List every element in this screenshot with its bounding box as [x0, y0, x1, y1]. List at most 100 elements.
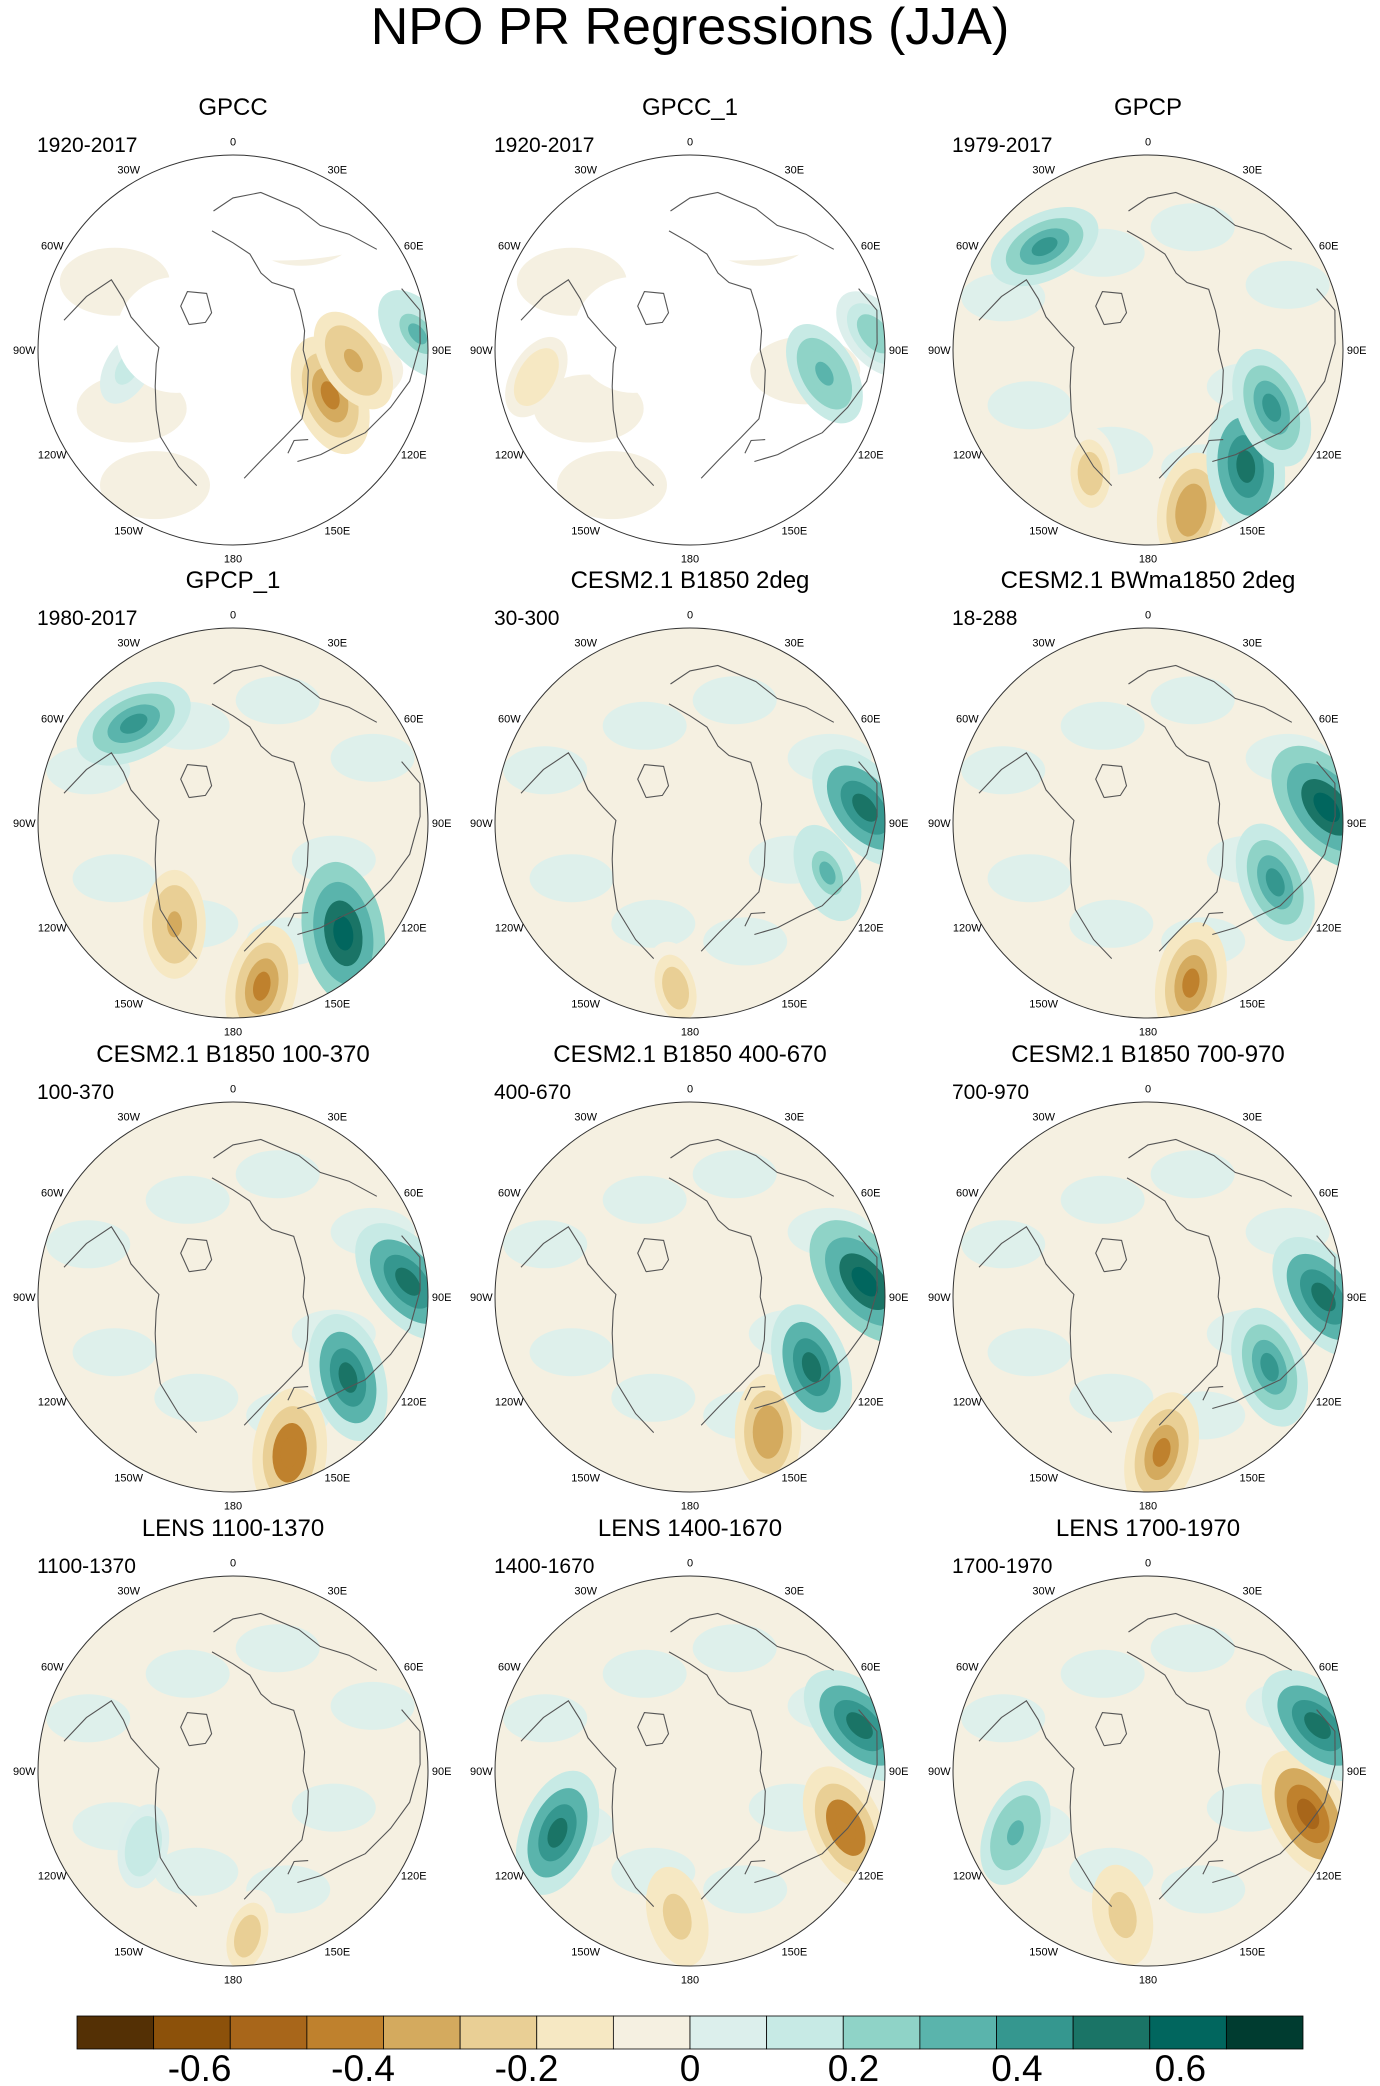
anomaly-south-asia-wet [812, 749, 885, 867]
lon-label: 30W [1032, 164, 1055, 176]
map-field [46, 1612, 421, 1966]
lon-label: 120E [858, 1396, 884, 1408]
coastline [1212, 1709, 1336, 1884]
lon-label: 90E [889, 1766, 909, 1778]
anomaly-west-coast-wet [980, 1780, 1051, 1885]
colorbar-tick-label: 0 [680, 2048, 701, 2086]
panel-period: 30-300 [494, 607, 559, 630]
panel-period: 1920-2017 [494, 134, 594, 157]
lon-label: 180 [681, 554, 699, 566]
lon-label: 150W [114, 1473, 143, 1485]
background-blob [611, 1373, 696, 1422]
background-blob [72, 854, 157, 903]
lon-label: 0 [687, 1083, 693, 1095]
lon-label: 30W [117, 637, 140, 649]
contour-level [166, 911, 183, 938]
panel-5: CESM2.1 B1850 2deg 30-300 180 150E 120E 90E 60… [470, 567, 908, 1039]
lon-label: 90W [470, 818, 493, 830]
coastline [1128, 191, 1293, 250]
lon-label: 120W [495, 1396, 524, 1408]
map-border [952, 154, 1344, 546]
lon-label: 180 [1139, 1975, 1157, 1987]
lon-label: 0 [230, 136, 236, 148]
coastline [744, 1860, 766, 1875]
lon-label: 180 [224, 554, 242, 566]
colorbar-swatch [536, 2015, 614, 2050]
coastline [520, 752, 655, 959]
lon-label: 180 [1139, 1501, 1157, 1513]
coastline [1128, 1612, 1293, 1671]
anomaly-west-coast-wet [515, 1770, 600, 1895]
background-blob [330, 1681, 415, 1730]
lon-label: 120W [953, 1870, 982, 1882]
map-disk [953, 1576, 1343, 1966]
lon-label: 120E [1316, 1870, 1342, 1882]
background-blob [46, 1220, 131, 1269]
colorbar-swatch [919, 2015, 997, 2050]
coastline [63, 279, 198, 486]
background-blob [145, 1175, 230, 1224]
colorbar-swatch [153, 2015, 231, 2050]
anomaly-china-wet [785, 323, 863, 424]
panel-title: CESM2.1 B1850 700-970 [1011, 1041, 1285, 1068]
coastline [211, 1177, 309, 1426]
coastline [1095, 1238, 1128, 1273]
lon-label: 120E [401, 1396, 427, 1408]
lon-label: 90E [432, 1292, 452, 1304]
lon-label: 30W [1032, 1111, 1055, 1123]
lon-label: 0 [230, 609, 236, 621]
lon-label: 30E [1243, 637, 1263, 649]
contour-level [320, 381, 340, 410]
lon-label: 60E [1319, 714, 1339, 726]
coastline [180, 1712, 213, 1747]
lon-label: 0 [1145, 609, 1151, 621]
lon-label: 120W [38, 922, 67, 934]
coastline [1202, 912, 1224, 927]
panel-title: GPCC [198, 94, 267, 121]
lon-label: 120W [38, 1396, 67, 1408]
background-blob [330, 733, 415, 782]
lon-label: 120W [495, 1870, 524, 1882]
anomaly-south-asia-wet [1271, 745, 1343, 869]
lon-label: 60W [956, 241, 979, 253]
lon-label: 120W [38, 1870, 67, 1882]
lon-label: 120E [858, 449, 884, 461]
map-field [503, 1138, 885, 1491]
lon-label: 30W [1032, 1585, 1055, 1597]
coastline [1212, 288, 1336, 463]
colorbar-tick-label: -0.4 [331, 2048, 395, 2086]
background-blob [1150, 676, 1235, 725]
coastline [637, 1712, 670, 1747]
coastline [978, 279, 1113, 486]
contour-level [846, 1712, 873, 1739]
background-blob [1060, 701, 1145, 750]
lon-label: 60E [404, 1188, 424, 1200]
contour-level [1313, 792, 1340, 823]
lon-label: 90E [432, 818, 452, 830]
colorbar-swatch [229, 2015, 308, 2050]
colorbar-swatch [842, 2015, 921, 2050]
coastline [213, 191, 378, 250]
map-field [46, 664, 421, 1018]
coastline [668, 703, 766, 952]
map-disk [495, 1576, 885, 1966]
contour-level [801, 1352, 822, 1383]
coastline [1212, 761, 1336, 936]
coastline [637, 764, 670, 799]
map-disk [953, 628, 1343, 1018]
figure-title: NPO PR Regressions (JJA) [371, 0, 1010, 56]
lon-label: 30W [574, 1111, 597, 1123]
anomaly-east-asia-wet [793, 824, 862, 922]
lon-label: 0 [687, 1557, 693, 1569]
anomaly-north-pacific-dry [645, 1866, 709, 1966]
anomaly-east-asia-wet [308, 1314, 388, 1442]
background-blob [961, 1220, 1046, 1269]
panel-4: GPCP_1 1980-2017 180 150E 120E 90E 60E 30E 0 30W 6… [13, 567, 452, 1039]
lon-label: 90W [470, 1766, 493, 1778]
background-blob [611, 899, 696, 948]
lon-label: 150E [324, 999, 350, 1011]
panel-3: GPCP 1979-2017 180 150E 120E 90E 60E 30E 0 30W 60W… [928, 94, 1366, 566]
panel-period: 400-670 [494, 1081, 571, 1104]
contour-level [1296, 1798, 1320, 1830]
